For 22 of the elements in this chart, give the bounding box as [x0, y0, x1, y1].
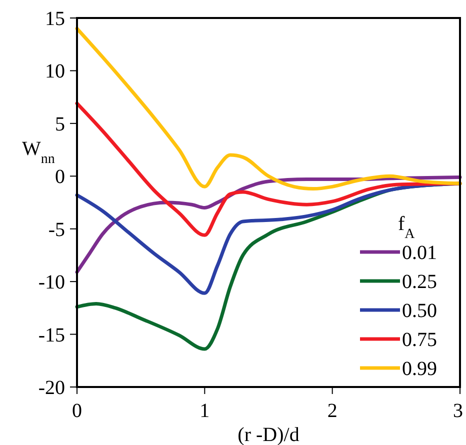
line-series — [75, 102, 462, 237]
y-tick-label: 15 — [45, 8, 65, 30]
legend-label: 0.99 — [402, 358, 437, 380]
x-tick-label: 2 — [327, 400, 338, 422]
x-tick-label: 0 — [72, 400, 82, 422]
x-axis-title: (r -D)/d — [238, 424, 300, 445]
y-tick-label: -5 — [48, 218, 65, 241]
legend-label: 0.50 — [402, 300, 437, 322]
legend-label: 0.75 — [402, 329, 437, 351]
legend-title: f$_{A}$ — [398, 213, 416, 242]
y-tick-label: 10 — [45, 60, 65, 83]
y-axis-title: W$_{nn}$ — [22, 138, 55, 167]
legend-label: 0.25 — [402, 271, 437, 293]
line-series — [75, 26, 462, 191]
legend-label: 0.01 — [402, 242, 437, 264]
x-tick-label: 1 — [200, 400, 210, 422]
x-tick-label: 3 — [453, 400, 463, 422]
y-tick-label: -15 — [38, 324, 65, 346]
y-tick-label: 5 — [55, 113, 65, 136]
y-tick-label: -20 — [38, 377, 65, 399]
y-tick-label: 0 — [55, 166, 65, 188]
y-tick-label: -10 — [38, 272, 65, 294]
